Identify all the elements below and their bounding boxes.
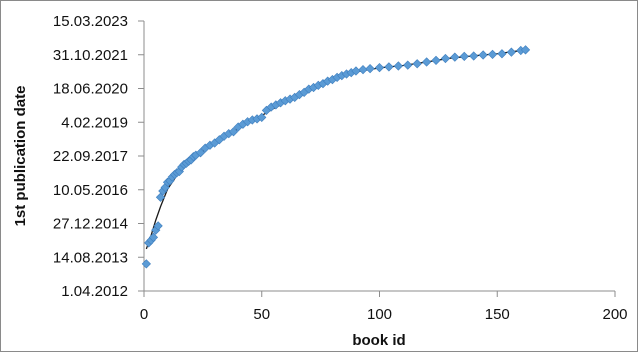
data-point xyxy=(384,62,394,72)
y-tick-label: 18.06.2020 xyxy=(53,81,128,98)
y-tick-label: 27.12.2014 xyxy=(53,216,128,233)
x-tick-label: 50 xyxy=(253,306,270,323)
x-tick-label: 150 xyxy=(485,306,510,323)
y-tick-label: 1.04.2012 xyxy=(61,283,128,300)
y-axis-title: 1st publication date xyxy=(12,86,29,227)
data-point xyxy=(257,112,267,123)
data-point xyxy=(487,49,498,60)
data-point xyxy=(412,59,422,69)
data-point xyxy=(148,232,159,242)
data-point xyxy=(431,55,441,65)
data-point xyxy=(195,148,206,158)
data-point xyxy=(365,64,375,74)
x-axis-title: book id xyxy=(352,332,405,349)
x-tick-label: 200 xyxy=(602,306,627,323)
data-point xyxy=(520,45,531,55)
y-tick-label: 15.03.2023 xyxy=(53,13,128,30)
data-point xyxy=(506,47,517,57)
data-point xyxy=(421,57,432,67)
y-tick-label: 10.05.2016 xyxy=(53,182,128,199)
data-point xyxy=(403,60,413,70)
data-point xyxy=(440,53,451,64)
y-tick-label: 14.08.2013 xyxy=(53,249,128,266)
data-point xyxy=(153,221,163,231)
axes xyxy=(143,21,615,292)
data-point xyxy=(478,50,488,60)
data-point xyxy=(374,63,385,73)
data-points xyxy=(141,45,531,269)
data-point xyxy=(393,61,403,71)
data-point xyxy=(497,49,507,59)
y-axis-ticks: 1.04.2012 14.08.2013 27.12.2014 10.05.2016 2… xyxy=(53,13,144,300)
x-axis-ticks: 0 50 100 150 200 xyxy=(140,291,628,323)
data-point xyxy=(459,51,469,61)
data-point xyxy=(228,127,239,137)
data-point xyxy=(358,65,368,75)
y-tick-label: 4.02.2019 xyxy=(61,114,128,131)
x-tick-label: 100 xyxy=(367,306,392,323)
data-point xyxy=(141,259,151,269)
y-tick-label: 31.10.2021 xyxy=(53,47,128,64)
data-point xyxy=(469,51,479,61)
data-point xyxy=(450,52,460,62)
x-tick-label: 0 xyxy=(140,306,148,323)
y-tick-label: 22.09.2017 xyxy=(53,148,128,165)
